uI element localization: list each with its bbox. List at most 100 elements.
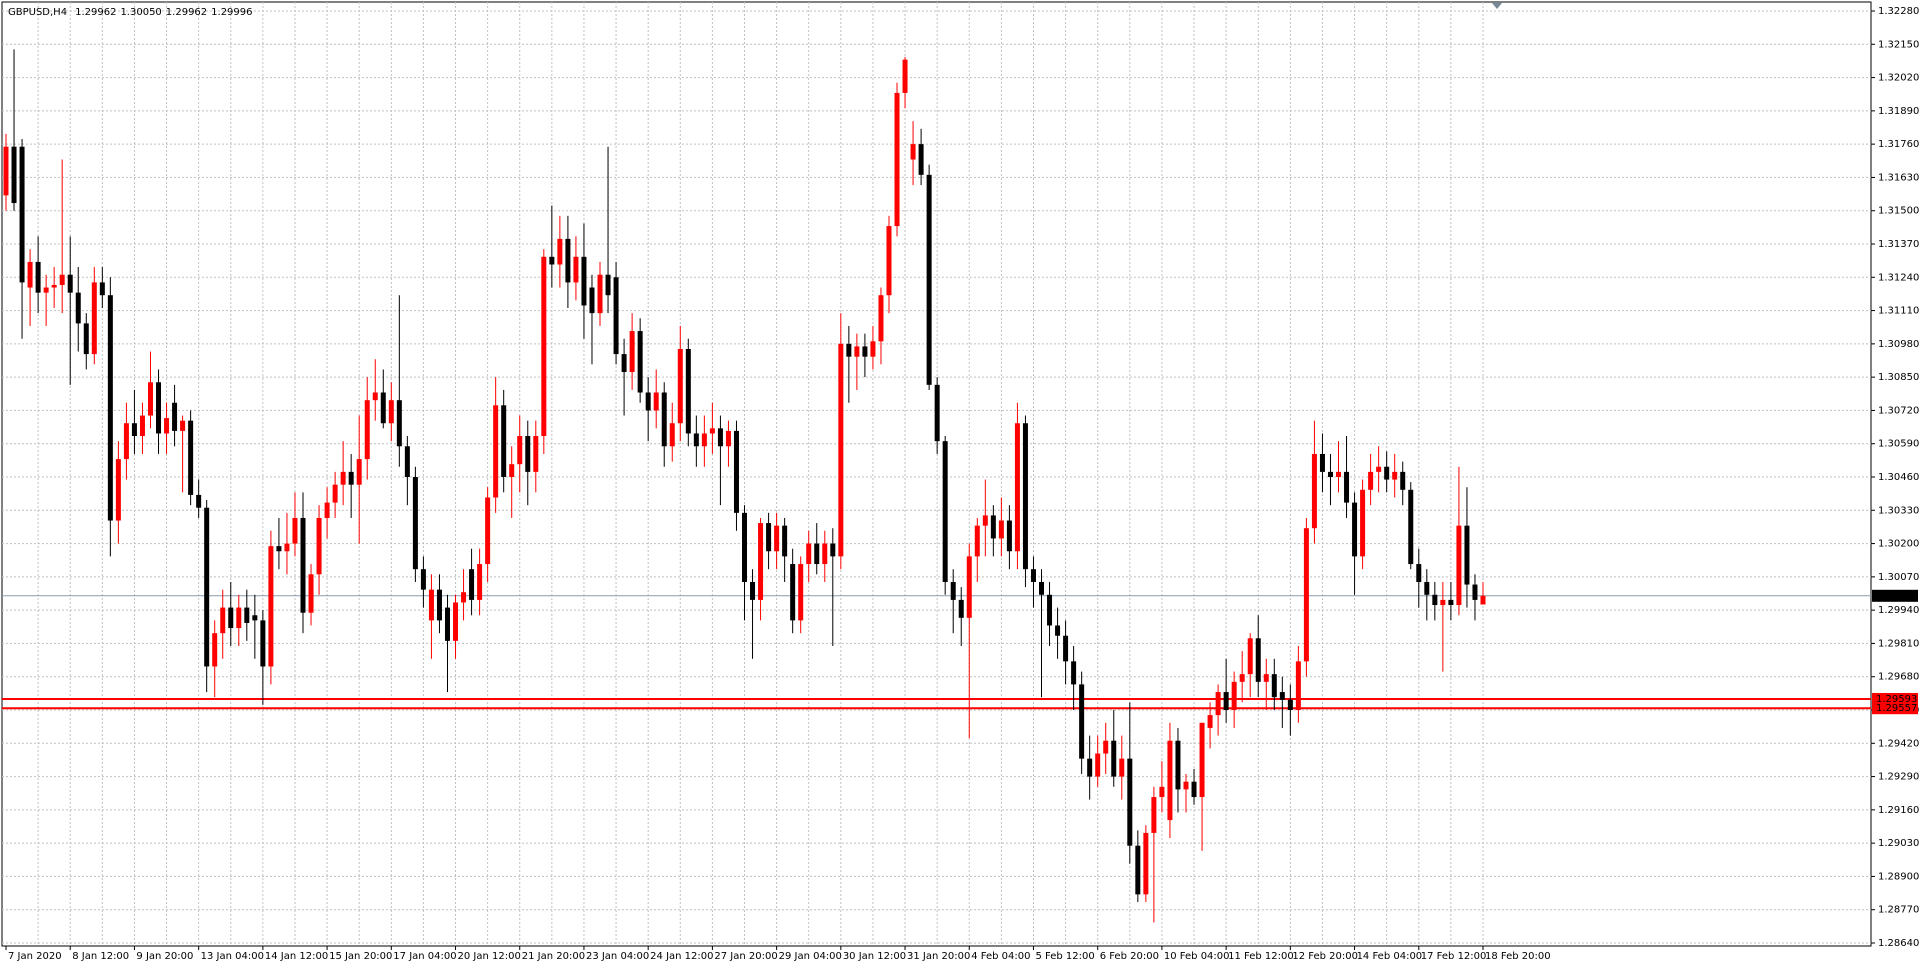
candle-body [372,392,378,401]
x-tick-label: 31 Jan 20:00 [907,951,970,962]
candle-body [212,633,218,667]
candle-body [1448,599,1454,606]
candle-body [822,543,828,565]
candle-body [1352,502,1358,557]
candle-body [1360,489,1366,557]
candle-body [870,341,876,357]
candle-body [854,346,860,357]
current-price-tag-label: 1.29996 [1876,591,1917,602]
candle-body [196,494,202,508]
candle-body [364,400,370,460]
candle-body [974,525,980,557]
candle-body [1079,684,1085,759]
candle-body [950,581,956,600]
candle-body [990,515,996,539]
candle-body [1231,681,1237,710]
candle-body [886,226,892,296]
x-tick-label: 9 Jan 20:00 [136,951,193,962]
candle-body [1400,471,1406,490]
candle-body [1432,594,1438,606]
candle-body [1327,471,1333,477]
candle-body [1047,594,1053,626]
open-price: 1.29962 [75,7,116,18]
candle-body [244,607,250,623]
candle-body [188,420,194,495]
candle-body [782,525,788,557]
candle-body [733,430,739,513]
x-tick-label: 15 Jan 20:00 [329,951,392,962]
candle-body [742,512,747,582]
candle-body [1087,758,1093,777]
candle-body [685,348,691,434]
candle-body [27,261,33,288]
candle-body [918,144,924,175]
candle-body [709,428,715,434]
x-tick-label: 18 Feb 20:00 [1485,951,1551,962]
candle-body [180,420,186,431]
candle-body [340,471,346,485]
low-price: 1.29962 [166,7,207,18]
candle-body [1416,564,1422,582]
y-tick-label: 1.30850 [1878,372,1919,383]
candle-body [1424,581,1430,595]
candle-body [1030,569,1036,582]
y-tick-label: 1.29420 [1878,738,1919,749]
candle-body [252,615,258,621]
x-tick-label: 14 Feb 04:00 [1357,951,1423,962]
candle-body [1392,471,1398,480]
candle-body [1464,525,1470,585]
candle-body [1103,740,1109,754]
candle-body [300,517,306,613]
x-tick-label: 6 Feb 20:00 [1100,951,1159,962]
candle-body [388,400,394,424]
y-tick-label: 1.29940 [1878,605,1919,616]
candle-body [428,589,434,621]
candle-body [1143,832,1149,895]
y-tick-label: 1.29290 [1878,772,1919,783]
candle-body [276,546,282,552]
x-tick-label: 4 Feb 04:00 [971,951,1030,962]
candle-body [798,564,804,621]
candle-body [1215,692,1221,716]
y-tick-label: 1.30200 [1878,539,1919,550]
candle-body [830,543,836,557]
candle-body [1336,471,1342,477]
candle-body [164,418,170,434]
candle-body [453,602,459,641]
x-tick-label: 10 Feb 04:00 [1164,951,1230,962]
x-tick-label: 29 Jan 04:00 [779,951,842,962]
current-price-tag [1872,589,1918,602]
candle-body [1311,453,1317,529]
candle-body [396,400,402,447]
candle-body [1207,715,1213,728]
x-tick-label: 21 Jan 20:00 [522,951,585,962]
candle-body [1135,845,1141,895]
candle-body [260,620,266,667]
y-tick-label: 1.31110 [1878,306,1919,317]
candle-body [1111,740,1117,777]
high-price: 1.30050 [120,7,161,18]
x-tick-label: 27 Jan 20:00 [714,951,777,962]
candle-body [356,459,362,485]
candle-body [677,348,683,424]
candle-body [172,402,178,431]
candle-body [549,256,555,265]
candle-body [693,433,699,447]
y-tick-label: 1.30330 [1878,505,1919,516]
x-tick-label: 30 Jan 12:00 [843,951,906,962]
candle-body [75,292,81,324]
y-tick-label: 1.30590 [1878,439,1919,450]
candle-body [444,607,450,641]
candle-body [316,517,322,575]
candle-body [942,441,948,582]
candle-body [147,382,153,416]
candle-body [1247,638,1253,675]
candle-body [806,543,812,565]
candle-body [669,423,675,447]
candle-body [51,284,57,288]
candle-body [292,517,298,544]
candle-body [436,589,442,621]
candle-body [621,354,627,373]
candle-body [926,174,932,385]
x-tick-label: 17 Feb 12:00 [1421,951,1487,962]
